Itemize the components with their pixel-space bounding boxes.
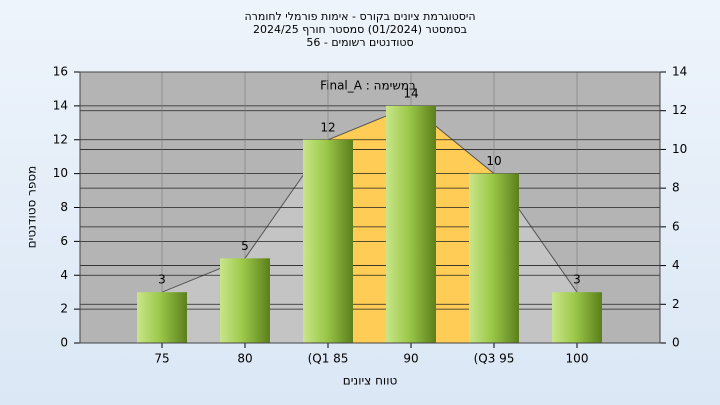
- x-tick-label: (Q3 95: [474, 352, 515, 366]
- x-tick-label: 80: [237, 352, 252, 366]
- y2-tick-label: 8: [672, 181, 680, 195]
- y2-tick-label: 2: [672, 297, 680, 311]
- plot-border: [79, 71, 661, 344]
- x-tick-label: 75: [154, 352, 169, 366]
- y-tick-label: 16: [53, 65, 68, 79]
- y-tick-label: 8: [60, 200, 68, 214]
- x-tick-label: 100: [566, 352, 589, 366]
- value-label: 3: [573, 273, 581, 287]
- y2-tick-label: 12: [672, 103, 687, 117]
- x-tick-label: 90: [403, 352, 418, 366]
- bar: [137, 292, 187, 343]
- y-tick-label: 4: [60, 268, 68, 282]
- title: סטודנטים רשומים - 56: [306, 36, 413, 49]
- y2-tick-label: 4: [672, 258, 680, 272]
- y2-tick-label: 14: [672, 65, 687, 79]
- value-label: 12: [320, 120, 335, 134]
- bar: [552, 292, 602, 343]
- y-tick-label: 10: [53, 166, 68, 180]
- x-axis-label: טווח ציונים: [343, 374, 398, 388]
- title: היסטוגרמת ציונים בקורס - אימות פורמלי לח…: [244, 10, 475, 23]
- y-tick-label: 14: [53, 98, 68, 112]
- y-tick-label: 0: [60, 336, 68, 350]
- x-tick-label: (Q1 85: [308, 352, 349, 366]
- y2-tick-label: 10: [672, 142, 687, 156]
- y-tick-label: 12: [53, 132, 68, 146]
- y-axis-label: מספר סטודנטים: [25, 166, 39, 249]
- title: בסמסטר (01/2024) סמסטר חורף 2024/25: [253, 23, 467, 36]
- bar: [469, 173, 519, 343]
- bar: [220, 258, 270, 343]
- y2-tick-label: 0: [672, 336, 680, 350]
- y2-tick-label: 6: [672, 219, 680, 233]
- y-tick-label: 2: [60, 302, 68, 316]
- value-label: 10: [486, 154, 501, 168]
- bar: [386, 105, 436, 343]
- y-tick-label: 6: [60, 234, 68, 248]
- value-label: 3: [158, 273, 166, 287]
- bar: [303, 139, 353, 343]
- value-label: 5: [241, 239, 249, 253]
- annotation: Final_A : במשימה: [320, 79, 416, 93]
- value-label: 14: [403, 86, 418, 100]
